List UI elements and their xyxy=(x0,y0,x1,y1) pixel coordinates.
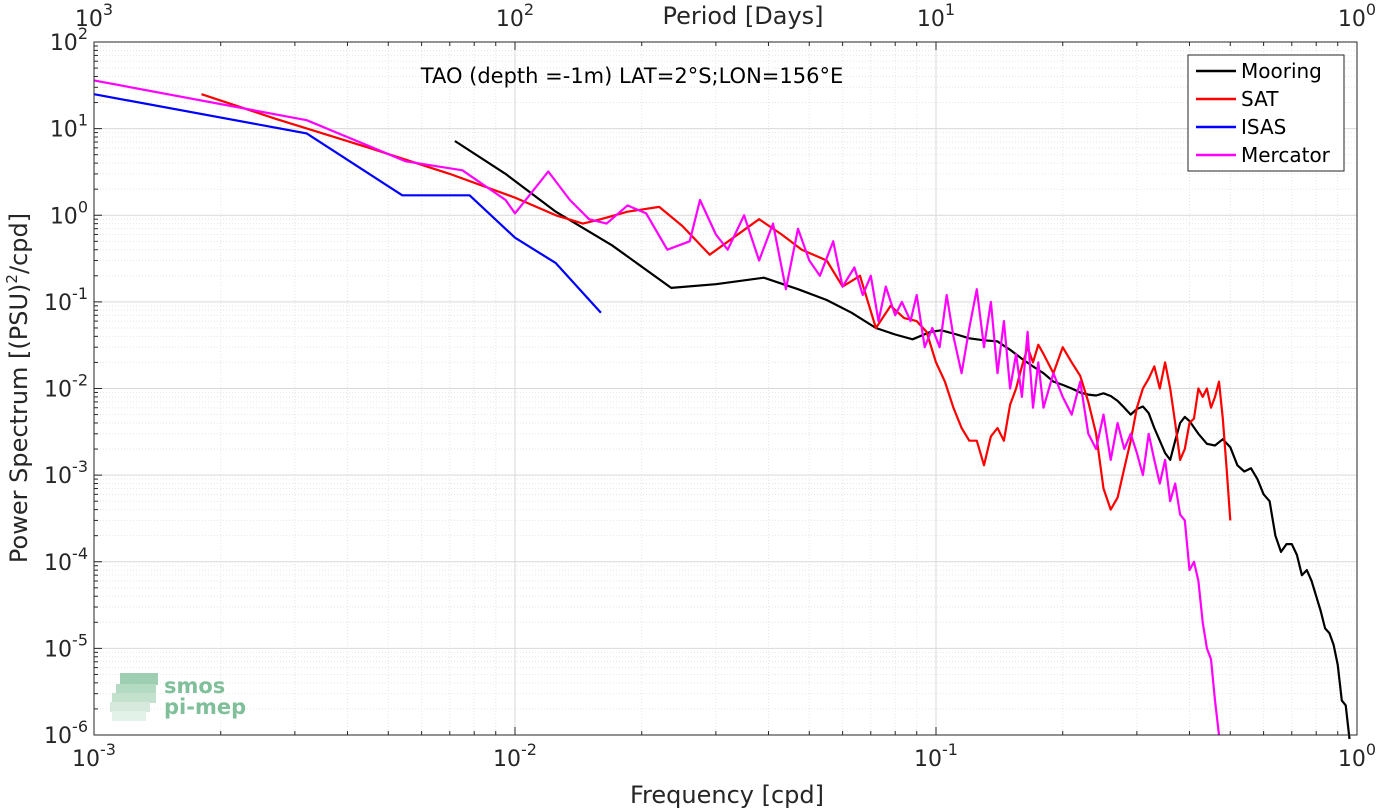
smos-pi-mep-logo: smos pi-mep xyxy=(110,673,246,721)
logo-icon xyxy=(110,673,158,721)
y-tick-label: 101 xyxy=(50,111,88,143)
x-tick-label: 10-1 xyxy=(914,740,958,772)
top-tick-label: 101 xyxy=(917,0,955,32)
y-axis-title-base: Power Spectrum [(PSU) xyxy=(5,284,33,563)
y-tick-label: 10-3 xyxy=(44,457,88,489)
legend-label-mercator: Mercator xyxy=(1241,143,1331,167)
x-axis-title: Frequency [cpd] xyxy=(630,781,824,809)
y-tick-label: 10-2 xyxy=(44,371,88,403)
top-tick-label: 102 xyxy=(496,0,534,32)
logo-text-smos: smos xyxy=(164,674,225,698)
y-tick-label: 100 xyxy=(50,197,88,229)
legend-box xyxy=(1187,54,1345,172)
y-axis-title: Power Spectrum [(PSU)2/cpd] xyxy=(3,213,33,563)
legend: Mooring SAT ISAS Mercator xyxy=(1187,54,1345,172)
chart-title: TAO (depth =-1m) LAT=2°S;LON=156°E xyxy=(420,64,844,88)
x-tick-label: 100 xyxy=(1338,740,1376,772)
top-axis-title: Period [Days] xyxy=(662,2,823,30)
series-line-isas xyxy=(93,93,602,314)
x-tick-label: 10-3 xyxy=(72,740,116,772)
y-tick-label: 10-5 xyxy=(44,630,88,662)
y-tick-label: 102 xyxy=(50,24,88,56)
y-axis-title-tail: /cpd] xyxy=(5,213,33,274)
x-tick-label: 10-2 xyxy=(493,740,537,772)
y-tick-label: 10-6 xyxy=(44,717,88,749)
series-layer xyxy=(93,79,1351,740)
minor-grid xyxy=(94,42,1357,735)
legend-label-isas: ISAS xyxy=(1241,115,1286,139)
legend-label-sat: SAT xyxy=(1241,87,1279,111)
y-tick-label: 10-1 xyxy=(44,284,88,316)
top-tick-label: 100 xyxy=(1338,0,1376,32)
axis-ticks xyxy=(93,41,1358,736)
series-line-mercator xyxy=(93,79,1221,736)
top-tick-label: 103 xyxy=(75,0,113,32)
y-axis-title-sup: 2 xyxy=(3,274,21,284)
logo-text-pi-mep: pi-mep xyxy=(164,695,246,719)
series-line-mooring xyxy=(454,140,1351,740)
y-tick-label: 10-4 xyxy=(44,544,88,576)
legend-label-mooring: Mooring xyxy=(1241,59,1322,83)
